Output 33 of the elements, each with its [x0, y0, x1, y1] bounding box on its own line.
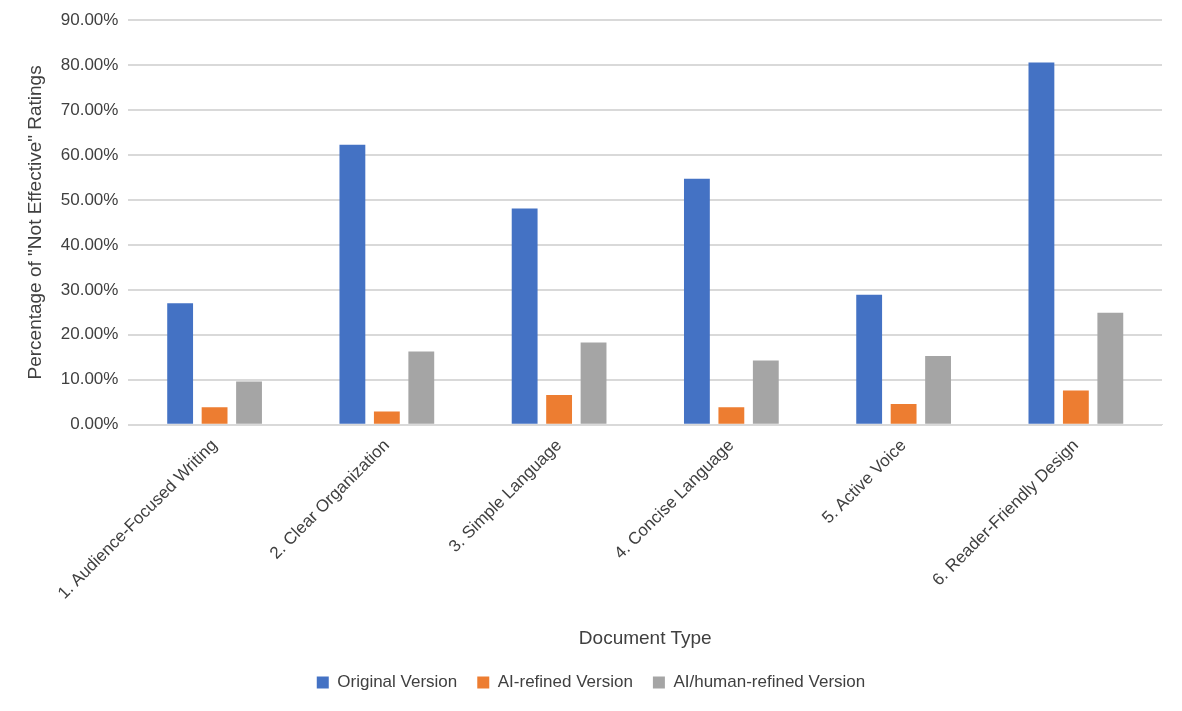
y-tick-label: 30.00% [60, 279, 119, 299]
y-tick-label: 50.00% [60, 189, 119, 209]
bar [683, 178, 710, 424]
bar [718, 407, 745, 424]
y-tick-label: 80.00% [60, 54, 119, 74]
bar [511, 208, 538, 424]
bar [373, 411, 400, 424]
y-tick-label: 60.00% [60, 144, 119, 164]
y-tick-label: 0.00% [70, 414, 119, 434]
bar [167, 303, 194, 424]
x-axis-title: Document Type [578, 626, 712, 648]
y-tick-label: 90.00% [60, 9, 119, 29]
y-tick-label: 40.00% [60, 234, 119, 254]
bar [1097, 312, 1124, 424]
bar [236, 381, 262, 424]
y-tick-label: 70.00% [60, 99, 119, 119]
bar [890, 403, 917, 424]
legend-label: AI/human-refined Version [673, 672, 866, 692]
bar [201, 407, 228, 424]
bar [925, 355, 951, 424]
legend-label: AI-refined Version [497, 672, 633, 692]
bar [752, 360, 779, 424]
bar [546, 394, 573, 424]
bar [1062, 390, 1089, 424]
y-tick-label: 10.00% [60, 369, 119, 389]
bar [339, 144, 366, 424]
y-axis-title: Percentage of "Not Effective" Ratings [23, 65, 45, 380]
y-tick-label: 20.00% [60, 324, 119, 344]
bar [856, 294, 883, 424]
bar [580, 342, 607, 424]
bar [1028, 62, 1055, 424]
bar [408, 351, 435, 424]
legend-label: Original Version [337, 672, 458, 692]
